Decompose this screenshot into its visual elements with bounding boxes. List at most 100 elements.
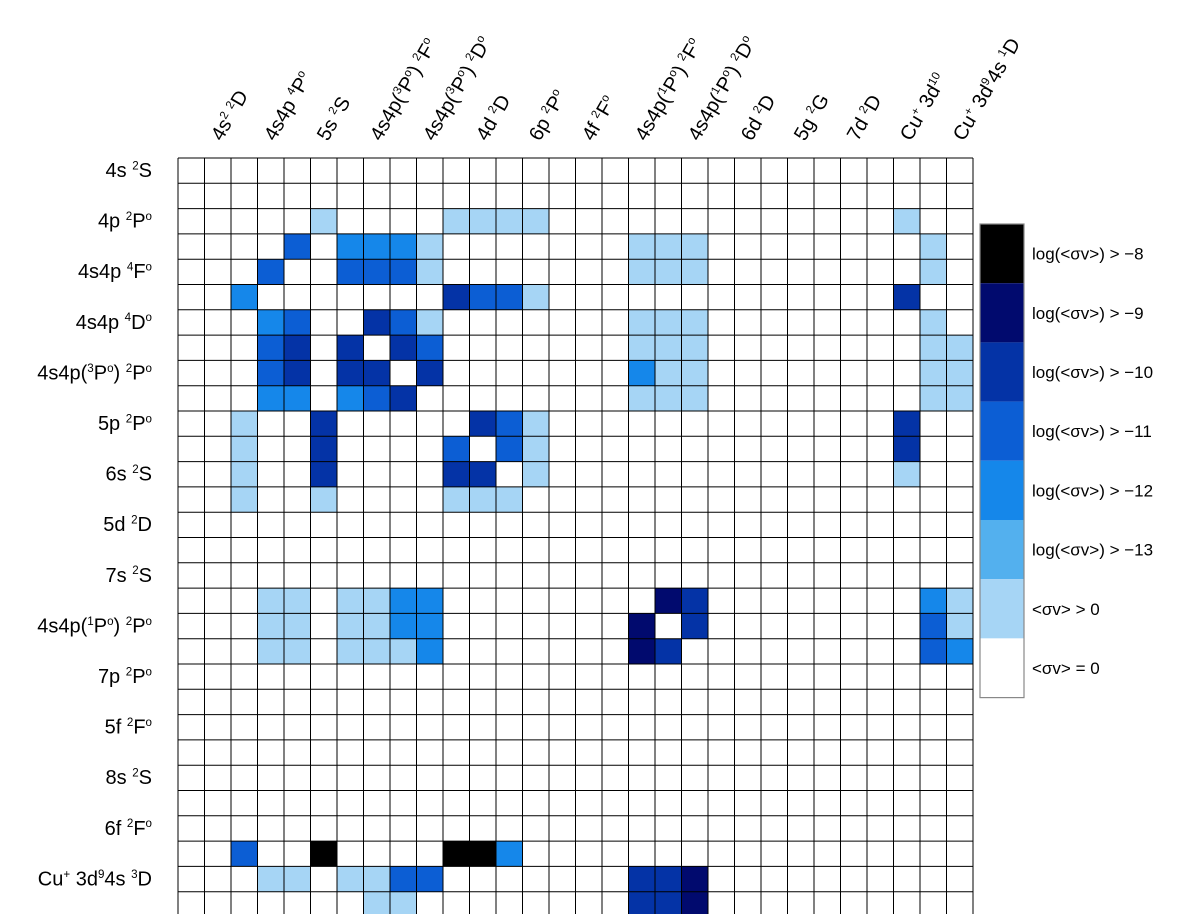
- heatmap-cell: [496, 486, 523, 513]
- heatmap-cell: [681, 385, 708, 411]
- heatmap-cell: [390, 259, 417, 285]
- column-label: 6p 2Po: [524, 86, 571, 144]
- heatmap-cell: [496, 411, 523, 437]
- heatmap-cell: [496, 436, 523, 462]
- legend-swatch: [980, 638, 1024, 698]
- heatmap-cell: [920, 309, 947, 336]
- legend-swatch: [980, 224, 1024, 284]
- column-label: Cu+ 3d10: [895, 70, 951, 145]
- heatmap-cell: [920, 233, 947, 260]
- heatmap-cell: [337, 638, 364, 664]
- heatmap-cell: [231, 486, 258, 513]
- heatmap-cell: [655, 360, 682, 386]
- heatmap-cell: [284, 866, 311, 892]
- heatmap-cell: [231, 411, 258, 437]
- row-label: Cu+ 3d94s 3D: [38, 868, 152, 891]
- heatmap-cell: [469, 486, 496, 513]
- heatmap-cell: [946, 638, 973, 664]
- heatmap-cell: [390, 613, 417, 639]
- heatmap-cell: [416, 360, 443, 386]
- heatmap-cell: [363, 385, 390, 411]
- heatmap-cell: [284, 588, 311, 614]
- heatmap-cell: [655, 866, 682, 892]
- row-label: 7p 2Po: [98, 665, 152, 688]
- heatmap-cell: [310, 411, 337, 437]
- row-label: 5p 2Po: [98, 412, 152, 435]
- heatmap-cell: [522, 284, 549, 310]
- heatmap-cell: [920, 385, 947, 411]
- heatmap-cell: [416, 588, 443, 614]
- heatmap-cell: [257, 613, 284, 639]
- heatmap-cell: [257, 385, 284, 411]
- heatmap-cell: [920, 335, 947, 361]
- legend-label: log(<σv>) > −8: [1032, 245, 1144, 264]
- legend-label: log(<σv>) > −9: [1032, 304, 1144, 323]
- heatmap-cell: [363, 613, 390, 639]
- heatmap-cell: [496, 841, 523, 867]
- heatmap-cell: [893, 436, 920, 462]
- heatmap-cell: [257, 360, 284, 386]
- heatmap-cell: [628, 233, 655, 260]
- heatmap-cell: [231, 284, 258, 310]
- heatmap-cell: [469, 411, 496, 437]
- heatmap-cell: [337, 335, 364, 361]
- column-label: 6d 2D: [736, 91, 780, 144]
- column-label: 4s2 2D: [206, 86, 253, 144]
- heatmap-cell: [257, 638, 284, 664]
- heatmap-cell: [390, 891, 417, 914]
- heatmap-cell: [893, 411, 920, 437]
- heatmap-cell: [522, 411, 549, 437]
- heatmap-cell: [681, 588, 708, 614]
- heatmap-cell: [681, 233, 708, 260]
- legend-swatch: [980, 401, 1024, 461]
- heatmap-cell: [628, 360, 655, 386]
- column-label: 5s 2S: [312, 93, 355, 145]
- heatmap-cell: [363, 360, 390, 386]
- heatmap-cell: [390, 638, 417, 664]
- heatmap-cell: [416, 613, 443, 639]
- heatmap-cell: [655, 638, 682, 664]
- heatmap-cell: [946, 588, 973, 614]
- heatmap-cell: [363, 891, 390, 914]
- heatmap-cell: [231, 841, 258, 867]
- heatmap-cell: [893, 284, 920, 310]
- heatmap-cell: [920, 638, 947, 664]
- heatmap-cell: [284, 360, 311, 386]
- heatmap-cell: [416, 309, 443, 336]
- heatmap-cell: [284, 309, 311, 336]
- heatmap-cell: [655, 233, 682, 260]
- legend-frame: [979, 223, 1025, 699]
- heatmap-cell: [363, 309, 390, 336]
- heatmap-cell: [416, 866, 443, 892]
- heatmap-cell: [522, 461, 549, 487]
- heatmap-cell: [443, 436, 470, 462]
- heatmap-cell: [337, 385, 364, 411]
- legend-swatch: [980, 579, 1024, 639]
- heatmap-cell: [628, 638, 655, 664]
- heatmap-cell: [628, 335, 655, 361]
- heatmap-cell: [496, 284, 523, 310]
- heatmap-cell: [337, 588, 364, 614]
- column-label: 5g 2G: [789, 90, 833, 144]
- heatmap-cell: [257, 588, 284, 614]
- heatmap-cell: [920, 613, 947, 639]
- row-label: 4s4p(3Po) 2Po: [37, 362, 152, 385]
- legend-swatch: [980, 460, 1024, 520]
- heatmap-cell: [310, 208, 337, 234]
- heatmap-cell: [390, 309, 417, 336]
- heatmap-cell: [628, 259, 655, 285]
- legend-label: <σv> = 0: [1032, 659, 1100, 678]
- heatmap-cell: [284, 335, 311, 361]
- heatmap-cell: [893, 461, 920, 487]
- heatmap-cell: [257, 259, 284, 285]
- heatmap-cell: [231, 461, 258, 487]
- row-label: 4s4p 4Fo: [78, 261, 152, 284]
- heatmap-cell: [628, 309, 655, 336]
- heatmap-cell: [284, 613, 311, 639]
- heatmap-cell: [469, 841, 496, 867]
- heatmap-cell: [390, 335, 417, 361]
- heatmap-cell: [469, 284, 496, 310]
- row-label: 7s 2S: [106, 564, 152, 587]
- row-label: 8s 2S: [106, 767, 152, 790]
- heatmap-cell: [416, 638, 443, 664]
